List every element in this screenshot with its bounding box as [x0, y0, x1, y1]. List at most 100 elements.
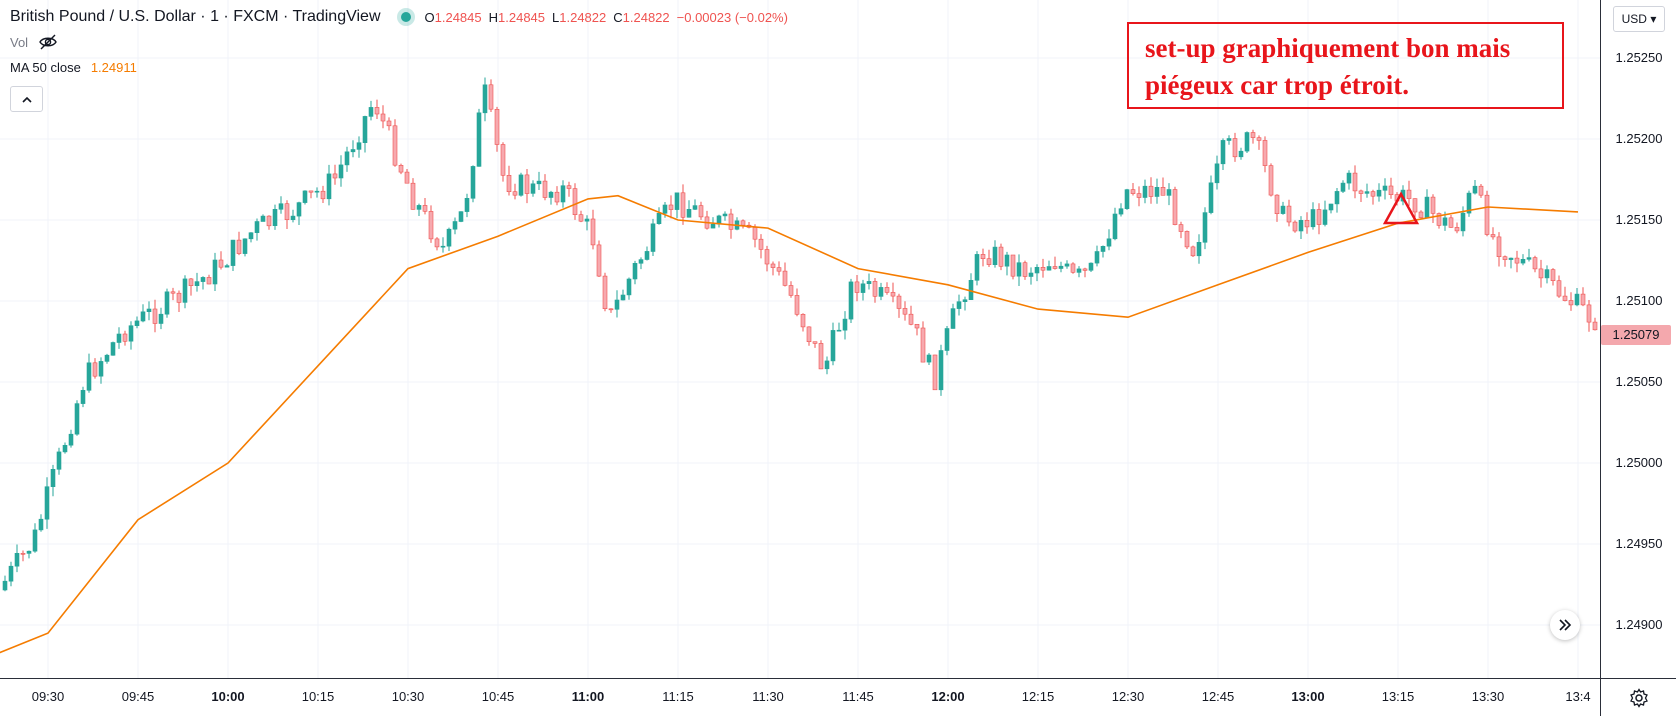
candle-up: [710, 223, 716, 229]
ma-label[interactable]: MA 50 close: [10, 60, 81, 75]
candle-up: [614, 299, 620, 310]
price-tick-label: 1.25150: [1615, 212, 1663, 227]
gear-icon[interactable]: [1629, 688, 1649, 708]
candle-down: [410, 182, 416, 210]
candle-down: [1040, 266, 1046, 271]
ohlc-change: −0.00023 (−0.02%): [676, 9, 788, 25]
price-tick-label: 1.25200: [1615, 131, 1663, 146]
candle-up: [326, 173, 332, 200]
candle-up: [98, 361, 104, 377]
candle-down: [266, 215, 272, 227]
candle-up: [626, 278, 632, 296]
price-tick-label: 1.25250: [1615, 50, 1663, 65]
candle-up: [314, 190, 320, 193]
candle-up: [1076, 268, 1082, 273]
annotation-box[interactable]: set-up graphiquement bon mais piégeux ca…: [1127, 22, 1564, 109]
candle-up: [2, 580, 8, 591]
candle-up: [1520, 258, 1526, 264]
candle-down: [1232, 138, 1238, 158]
candle-up: [452, 221, 458, 230]
candle-up: [1088, 262, 1094, 271]
candle-down: [1052, 266, 1058, 269]
volume-legend: Vol: [10, 34, 58, 50]
candle-up: [1508, 257, 1514, 260]
candle-up: [128, 325, 134, 342]
candle-up: [1574, 293, 1580, 306]
eye-hidden-icon[interactable]: [38, 34, 58, 50]
candle-down: [1556, 280, 1562, 297]
candle-up: [1472, 185, 1478, 194]
ma-50-line: [0, 194, 1579, 654]
currency-selector[interactable]: USD ▾: [1613, 6, 1665, 32]
time-tick-label: 09:30: [31, 689, 65, 704]
candle-down: [1496, 236, 1502, 257]
candle-down: [1148, 185, 1154, 197]
collapse-legend-button[interactable]: [10, 86, 43, 112]
time-axis[interactable]: 09:30 09:45 10:00 10:15 10:30 10:45 11:00 11:15…: [0, 678, 1600, 716]
candle-up: [278, 203, 284, 210]
scroll-to-realtime-button[interactable]: [1550, 610, 1580, 640]
candle-down: [1304, 220, 1310, 228]
candle-up: [212, 259, 218, 285]
candle-down: [758, 238, 764, 250]
candle-down: [374, 107, 380, 115]
candle-up: [950, 308, 956, 329]
candle-down: [1160, 187, 1166, 196]
candle-up: [926, 354, 932, 363]
candle-up: [164, 291, 170, 315]
ma-value: 1.24911: [90, 60, 137, 75]
chart-pane[interactable]: British Pound / U.S. Dollar · 1 · FXCM ·…: [0, 0, 1600, 678]
candle-up: [830, 330, 836, 362]
candle-up: [140, 311, 146, 322]
price-tick-label: 1.25050: [1615, 374, 1663, 389]
candle-down: [1580, 293, 1586, 306]
volume-label[interactable]: Vol: [10, 34, 29, 50]
candle-down: [1274, 194, 1280, 215]
candle-down: [1010, 254, 1016, 277]
candle-up: [938, 350, 944, 391]
candle-down: [1490, 234, 1496, 238]
candle-down: [542, 180, 548, 198]
candle-down: [428, 211, 434, 240]
candle-up: [1466, 192, 1472, 214]
candle-up: [1340, 182, 1346, 192]
candle-up: [1382, 185, 1388, 191]
candle-down: [608, 308, 614, 311]
symbol-legend: British Pound / U.S. Dollar · 1 · FXCM ·…: [10, 8, 795, 26]
time-tick-label: 12:15: [1021, 689, 1055, 704]
candle-up: [344, 151, 350, 166]
candle-down: [596, 244, 602, 277]
candle-up: [1118, 208, 1124, 215]
candle-up: [368, 107, 374, 117]
candle-down: [1454, 227, 1460, 232]
candlestick-chart[interactable]: [0, 0, 1600, 678]
candle-up: [518, 174, 524, 196]
candle-up: [1028, 272, 1034, 277]
symbol-title[interactable]: British Pound / U.S. Dollar · 1 · FXCM ·…: [10, 8, 381, 25]
candle-up: [302, 190, 308, 203]
candle-down: [884, 287, 890, 293]
candle-up: [200, 277, 206, 282]
annotation-line-2: piégeux car trop étroit.: [1145, 70, 1409, 100]
candle-down: [1586, 304, 1592, 323]
candle-down: [152, 308, 158, 324]
candle-down: [902, 308, 908, 315]
candle-down: [422, 205, 428, 212]
candle-down: [1430, 196, 1436, 214]
time-tick-label: 11:45: [842, 689, 874, 704]
candle-up: [68, 433, 74, 446]
price-axis[interactable]: USD ▾ 1.25250 1.25200 1.25150 1.25100 1.2505…: [1600, 0, 1676, 678]
candle-up: [1100, 246, 1106, 252]
candle-up: [1226, 138, 1232, 141]
candle-down: [1448, 217, 1454, 228]
candle-down: [404, 171, 410, 184]
candle-up: [1310, 209, 1316, 228]
candle-up: [1280, 205, 1286, 214]
candle-up: [134, 320, 140, 326]
candle-down: [776, 267, 782, 272]
price-tick-label: 1.25000: [1615, 455, 1663, 470]
candle-up: [248, 232, 254, 240]
ma-legend: MA 50 close 1.24911: [10, 60, 137, 75]
candle-up: [80, 389, 86, 404]
candle-down: [434, 238, 440, 248]
